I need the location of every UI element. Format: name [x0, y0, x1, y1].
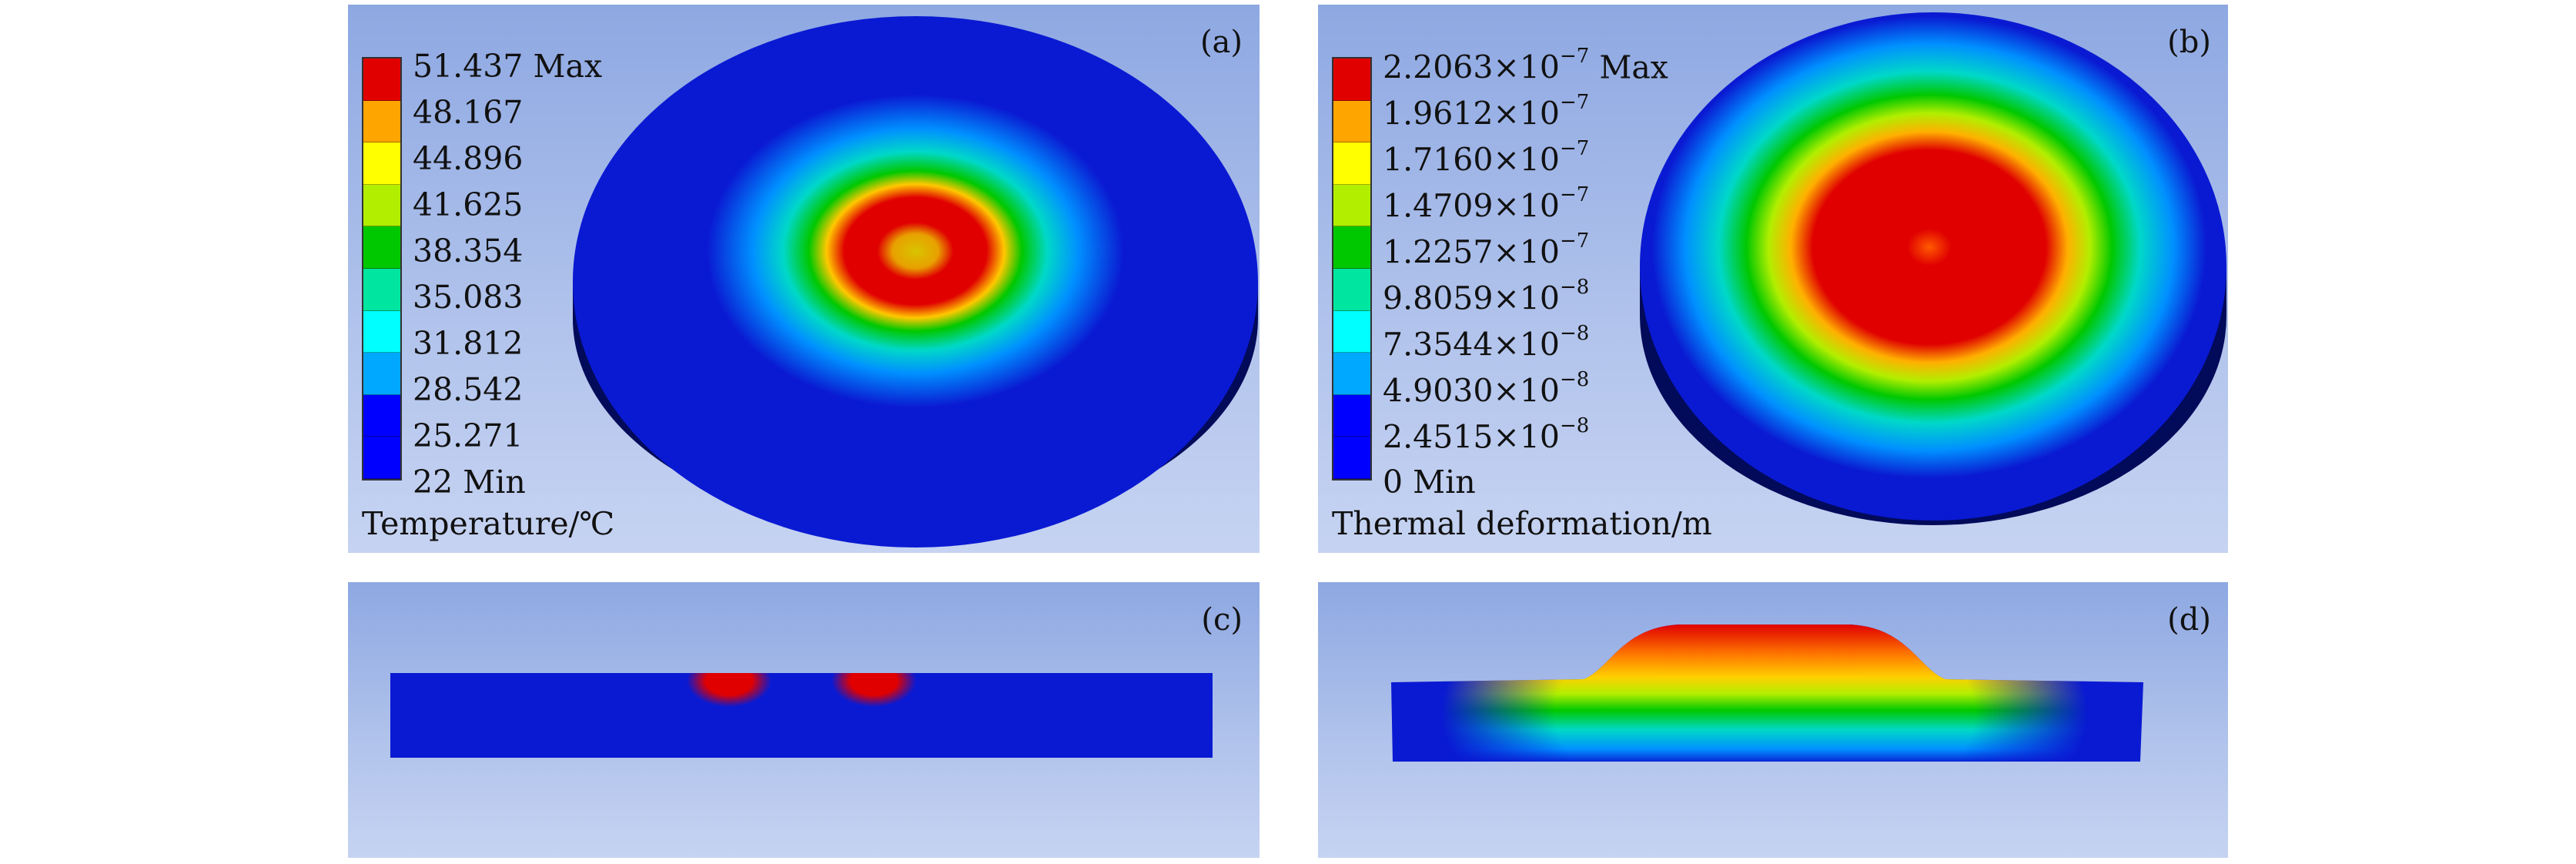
panel-label: (c) — [1201, 602, 1243, 638]
legend-label: 1.9612×10−7 — [1383, 91, 1590, 132]
hot-lobe-right — [831, 673, 916, 707]
quantity-label: Thermal deformation/m — [1332, 505, 1712, 542]
panel-d-deformation-section: (d) — [1318, 582, 2228, 858]
legend-label: 7.3544×10−8 — [1383, 322, 1590, 363]
panel-label: (d) — [2167, 602, 2211, 638]
legend-band — [363, 226, 400, 269]
deformation-bulge — [1391, 625, 2143, 762]
legend-label: 41.625 — [413, 186, 524, 223]
heat-plume — [594, 673, 1009, 758]
legend-band — [1333, 184, 1370, 227]
legend-label: 31.812 — [413, 325, 524, 362]
legend-band — [363, 184, 400, 227]
legend-label: 2.4515×10−8 — [1383, 414, 1590, 456]
deformation-dome — [1652, 16, 2206, 478]
quantity-label: Temperature/℃ — [362, 505, 615, 542]
legend-band — [363, 59, 400, 101]
legend-band — [1333, 394, 1370, 437]
legend-label: 28.542 — [413, 371, 524, 408]
panel-a-temperature: (a) 51.437 Max 48.167 44.896 41.625 38.3… — [348, 5, 1260, 553]
legend-label: 35.083 — [413, 279, 524, 316]
panel-label: (a) — [1199, 25, 1243, 60]
panel-b-deformation: (b) 2.2063×10−7 Max 1.9612×10−7 1.7160×1… — [1318, 5, 2228, 553]
legend-color-bar — [362, 57, 402, 481]
legend-band — [363, 310, 400, 353]
legend-band — [1333, 142, 1370, 185]
panel-label: (b) — [2167, 25, 2211, 60]
legend-label: 4.9030×10−8 — [1383, 368, 1590, 410]
disk-3d-deformation — [1640, 12, 2226, 525]
disk-3d-temperature — [573, 16, 1258, 548]
hot-lobe-left — [687, 673, 771, 707]
legend-band — [363, 142, 400, 185]
legend-band — [363, 268, 400, 311]
legend-band — [1333, 226, 1370, 269]
legend-label: 0 Min — [1383, 464, 1476, 501]
legend-band — [1333, 310, 1370, 353]
legend-band — [363, 394, 400, 437]
legend-label: 1.2257×10−7 — [1383, 229, 1590, 271]
legend-band — [1333, 437, 1370, 479]
legend-label: 51.437 Max — [413, 48, 603, 85]
legend-band — [1333, 353, 1370, 395]
legend-label: 22 Min — [413, 464, 526, 501]
legend-band — [1333, 59, 1370, 101]
legend-label: 44.896 — [413, 140, 524, 177]
legend-label: 9.8059×10−8 — [1383, 276, 1590, 317]
legend-color-bar — [1332, 57, 1372, 481]
legend-band — [363, 353, 400, 395]
legend-label: 1.7160×10−7 — [1383, 137, 1590, 179]
legend-band — [1333, 100, 1370, 143]
hot-spot — [661, 60, 1169, 442]
legend-label: 1.4709×10−7 — [1383, 183, 1590, 225]
legend-label: 48.167 — [413, 94, 524, 131]
legend-label: 25.271 — [413, 417, 524, 454]
legend-label: 2.2063×10−7 Max — [1383, 45, 1668, 86]
cross-section-temperature — [390, 673, 1213, 758]
panel-c-temperature-section: (c) — [348, 582, 1260, 858]
cross-section-deformation — [1391, 625, 2143, 762]
legend-band — [363, 437, 400, 479]
legend-band — [363, 100, 400, 143]
legend-label: 38.354 — [413, 233, 524, 270]
legend-band — [1333, 268, 1370, 311]
